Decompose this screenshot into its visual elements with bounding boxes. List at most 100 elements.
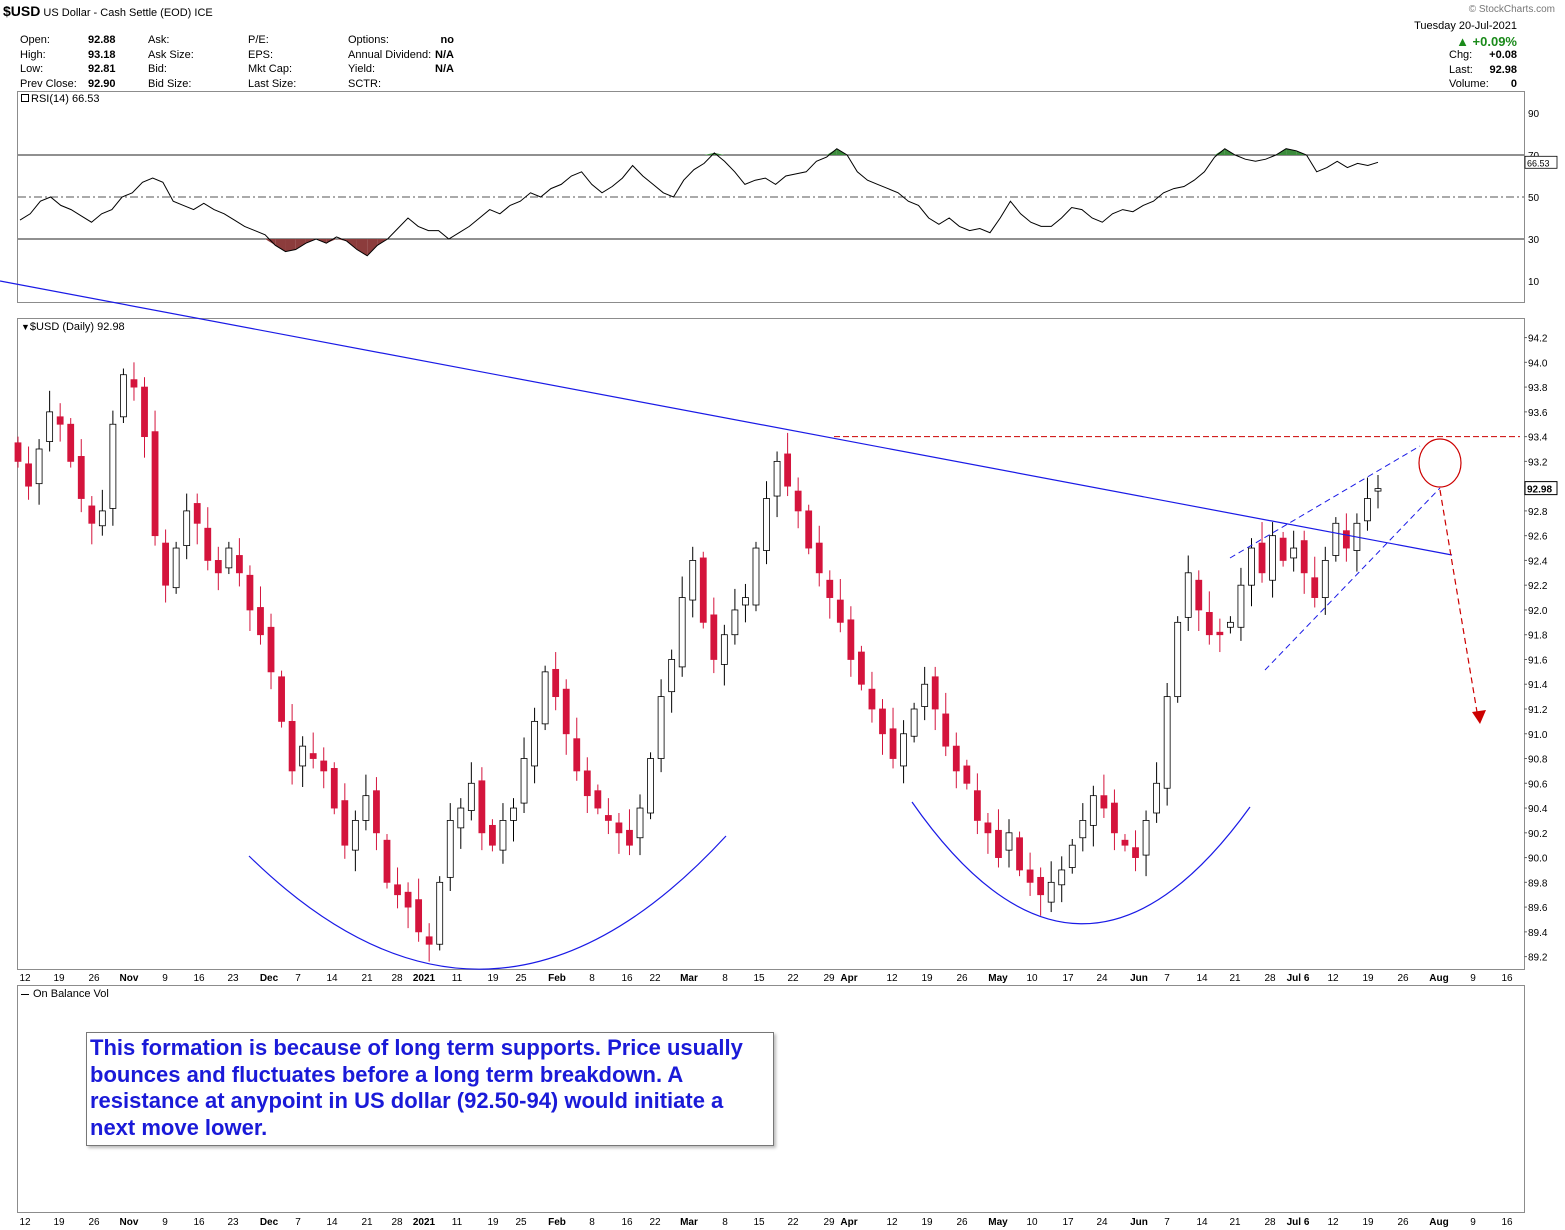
quote-right-row: Last: 92.98 [1449, 64, 1517, 79]
price-ytick-label: 93.6 [1528, 408, 1548, 419]
price-ytick-label: 89.6 [1528, 903, 1548, 914]
obv-xtick-label: 16 [621, 1217, 633, 1228]
price-ytick-label: 93.2 [1528, 457, 1548, 468]
watermark: © StockCharts.com [1468, 4, 1555, 15]
fields-col4-values: no N/A N/A [430, 34, 454, 92]
quote-right-value: 92.98 [1489, 63, 1517, 76]
candle-body [1195, 579, 1203, 611]
candle-body [531, 720, 538, 767]
price-ytick-label: 91.8 [1528, 631, 1548, 642]
price-xtick-label: 14 [1196, 973, 1208, 984]
price-xtick-label: May [988, 973, 1008, 984]
candle-body [826, 579, 834, 598]
candle-body [1163, 696, 1171, 789]
candle-body [1100, 795, 1108, 809]
candle-body [1342, 530, 1350, 549]
candle-body [583, 770, 591, 797]
candle-body [879, 708, 886, 735]
fields-col3: P/E: EPS: Mkt Cap: Last Size: [248, 34, 328, 92]
candle-body [235, 555, 243, 574]
symbol-description: US Dollar - Cash Settle (EOD) [43, 7, 192, 19]
price-xtick-label: 19 [1362, 973, 1374, 984]
fields_col4-label-0: Options: [348, 34, 389, 46]
rsi-oversold-fill [275, 239, 286, 252]
rsi-overbought-fill [704, 152, 715, 155]
candle-body [552, 668, 560, 698]
candle-body [604, 815, 612, 821]
obv-xtick-label: Nov [120, 1217, 139, 1228]
obv-xtick-label: 26 [88, 1217, 100, 1228]
wedge-upper-line [1229, 445, 1421, 559]
price-xtick-label: Apr [840, 973, 857, 984]
price-ytick-label: 94.0 [1528, 358, 1548, 369]
candle-body [1174, 621, 1182, 698]
price-ytick-label: 90.0 [1528, 854, 1548, 865]
price-label: ▼$USD (Daily) 92.98 [21, 321, 125, 333]
candle-body [246, 574, 254, 611]
fields_col4-value-1: N/A [435, 48, 454, 61]
candle-body [699, 557, 707, 623]
quote-date: Tuesday 20-Jul-2021 [1414, 20, 1517, 32]
candle-body [425, 936, 433, 945]
candle-body [499, 820, 507, 851]
symbol: $USD [3, 3, 41, 19]
candle-body [204, 527, 212, 561]
candle-body [657, 696, 665, 759]
candle-body [1089, 795, 1097, 826]
price-ytick-label: 89.8 [1528, 878, 1548, 889]
candle-body [900, 733, 907, 767]
obv-xtick-label: 29 [823, 1217, 835, 1228]
candle-body [815, 542, 823, 574]
candle-body [1047, 881, 1055, 903]
candle-body [1290, 547, 1298, 559]
fields_col1-value-3: 92.90 [88, 77, 116, 90]
obv-xtick-label: 22 [649, 1217, 661, 1228]
candle-body [1005, 832, 1013, 851]
candle-body [225, 547, 233, 569]
obv-xtick-label: Jul 6 [1287, 1217, 1310, 1228]
price-xtick-label: 19 [53, 973, 65, 984]
fields_col3-label-3: Last Size: [248, 77, 297, 90]
obv-label: On Balance Vol [21, 988, 109, 1000]
price-ytick-label: 89.2 [1528, 953, 1548, 964]
obv-xtick-label: 9 [162, 1217, 168, 1228]
fields_col4-label-3: SCTR: [348, 77, 381, 90]
quote-right-value: +0.08 [1489, 49, 1517, 61]
candle-body [973, 790, 981, 821]
fields_col3-label-1: EPS: [248, 48, 274, 61]
candle-body [942, 713, 950, 747]
candle-body [647, 758, 654, 814]
obv-xtick-label: 9 [1470, 1217, 1476, 1228]
fields_col4-label-2: Yield: [348, 63, 376, 75]
candle-body [1374, 488, 1382, 492]
fields_col1-label-0: Open: [20, 34, 50, 46]
price-xtick-label: 22 [649, 973, 661, 984]
quote-right-label: Chg: [1449, 49, 1473, 61]
candle-body [784, 453, 792, 487]
obv-xtick-label: 17 [1062, 1217, 1074, 1228]
candle-body [910, 708, 918, 737]
fields_col2-label-1: Ask Size: [148, 48, 194, 61]
price-xtick-label: 24 [1096, 973, 1108, 984]
candle-body [1132, 847, 1139, 858]
candle-body [183, 510, 191, 546]
rsi-ytick-label: 30 [1528, 235, 1540, 246]
obv-xtick-label: 8 [722, 1217, 728, 1228]
candle-body [520, 758, 528, 804]
candle-body [467, 782, 475, 811]
price-value-badge [1524, 481, 1558, 496]
price-xtick-label: 21 [361, 973, 373, 984]
price-xtick-label: 16 [1501, 973, 1513, 984]
obv-xtick-label: 12 [886, 1217, 898, 1228]
candle-body [847, 619, 855, 660]
price-ytick-label: 92.0 [1528, 606, 1548, 617]
rsi-oversold-fill [295, 239, 306, 250]
candle-body [1037, 876, 1045, 896]
obv-xtick-label: Dec [260, 1217, 279, 1228]
candle-body [130, 379, 138, 388]
fields_col1-label-1: High: [20, 48, 46, 61]
candle-body [1332, 522, 1340, 556]
rsi-overbought-fill [1286, 148, 1297, 155]
price-xtick-label: 14 [326, 973, 338, 984]
